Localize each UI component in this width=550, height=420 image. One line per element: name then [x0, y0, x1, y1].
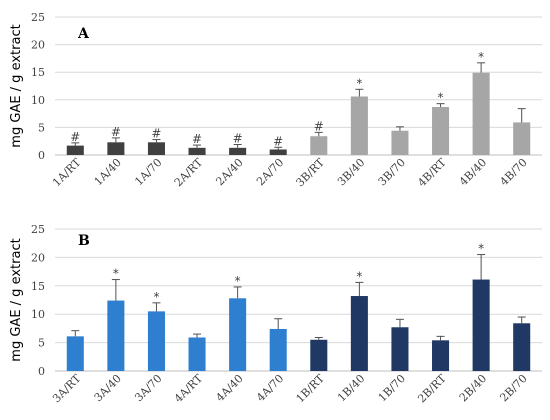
panel-a-bar — [432, 106, 450, 155]
panel-a-bar — [66, 145, 84, 155]
panel-a-bar — [513, 122, 531, 155]
panel-b-bar — [147, 311, 165, 371]
panel-a-xtick-label: 4B/RT — [415, 155, 449, 189]
panel-b-xtick-label: 1B/RT — [294, 371, 328, 405]
chart-panel-b: 0 5 10 15 20 25 mg GAE / g extract B 3A/RT * 3A/40… — [9, 223, 542, 405]
panel-b-y-axis-label: mg GAE / g extract — [9, 238, 24, 361]
panel-b-significance-marker: * — [153, 290, 159, 304]
panel-a-xtick-label: 2A/40 — [213, 156, 245, 188]
panel-b-xtick-label: 3A/70 — [132, 372, 164, 404]
panel-b-bar — [472, 279, 490, 371]
panel-a-xtick-label: 3B/70 — [376, 156, 408, 188]
panel-b-label: B — [78, 233, 90, 249]
panel-b-bar — [350, 296, 368, 371]
panel-a-bar — [472, 72, 490, 155]
panel-a-ytick-label: 25 — [31, 11, 45, 24]
panel-a-significance-marker: # — [314, 119, 324, 133]
panel-b-ytick-label: 15 — [31, 280, 45, 293]
panel-a-bar — [391, 130, 409, 155]
panel-a-significance-marker: * — [356, 76, 362, 90]
panel-b-xtick-label: 2B/40 — [457, 372, 489, 404]
panel-a-ytick-label: 10 — [31, 94, 45, 107]
chart-panel-a: 0 5 10 15 20 25 mg GAE / g extract A #1A/RT #1A/4… — [9, 11, 542, 189]
panel-a-bar — [147, 142, 165, 155]
panel-a-significance-marker: * — [438, 91, 444, 105]
panel-b-xtick-label: 2B/RT — [415, 371, 449, 405]
panel-b-ytick-label: 10 — [31, 308, 45, 321]
panel-a-xtick-label: 4B/40 — [457, 156, 489, 188]
panel-b-significance-marker: * — [478, 242, 484, 256]
panel-b-significance-marker: * — [113, 267, 119, 281]
panel-b-significance-marker: * — [235, 274, 241, 288]
panel-b-bar — [229, 298, 247, 371]
panel-b-bar — [391, 327, 409, 371]
panel-b-xtick-label: 2B/70 — [497, 372, 529, 404]
panel-a-xtick-label: 1A/40 — [92, 156, 124, 188]
panel-a-xtick-label: 3B/40 — [335, 156, 367, 188]
panel-a-bar — [188, 147, 206, 155]
panel-a-significance-marker: # — [233, 132, 243, 146]
panel-a-ytick-label: 15 — [31, 66, 45, 79]
panel-a-significance-marker: # — [111, 125, 121, 139]
panel-a-xtick-label: 2A/70 — [254, 156, 286, 188]
panel-b-bar — [513, 323, 531, 371]
panel-b-xtick-label: 1B/70 — [376, 372, 408, 404]
panel-b-ytick-label: 20 — [31, 251, 45, 264]
panel-a-xtick-label: 4B/70 — [497, 156, 529, 188]
panel-a-ytick-label: 0 — [38, 149, 45, 162]
panel-b-xtick-label: 4A/RT — [172, 371, 206, 405]
panel-a-bar — [107, 142, 125, 155]
panel-a-xtick-label: 2A/RT — [172, 155, 206, 189]
panel-b-bar — [188, 337, 206, 371]
panel-b-xtick-label: 1B/40 — [335, 372, 367, 404]
panel-a-xtick-label: 3B/RT — [294, 155, 328, 189]
panel-a-label: A — [77, 26, 90, 42]
panel-b-bar — [269, 328, 287, 371]
panel-a-significance-marker: # — [151, 127, 161, 141]
panel-b-ytick-label: 5 — [38, 337, 45, 350]
panel-b-xtick-label: 3A/RT — [50, 371, 84, 405]
panel-b-significance-marker: * — [356, 269, 362, 283]
panel-b-bar — [310, 339, 328, 371]
panel-a-significance-marker: * — [478, 50, 484, 64]
panel-a-bar — [269, 149, 287, 155]
panel-a-significance-marker: # — [70, 130, 80, 144]
panel-b-ytick-label: 25 — [31, 223, 45, 236]
panel-b-xtick-label: 3A/40 — [92, 372, 124, 404]
panel-a-ytick-label: 20 — [31, 39, 45, 52]
panel-b-bar — [432, 340, 450, 371]
panel-a-xtick-label: 1A/70 — [132, 156, 164, 188]
panel-b-bar — [107, 300, 125, 371]
panel-a-significance-marker: # — [192, 132, 202, 146]
panel-b-xtick-label: 4A/70 — [254, 372, 286, 404]
panel-b-xtick-label: 4A/40 — [213, 372, 245, 404]
panel-a-bar — [310, 136, 328, 155]
panel-a-xtick-label: 1A/RT — [50, 155, 84, 189]
panel-a-ytick-label: 5 — [38, 121, 45, 134]
panel-b-ytick-label: 0 — [38, 365, 45, 378]
panel-a-y-axis-label: mg GAE / g extract — [9, 24, 24, 147]
panel-b-bar — [66, 336, 84, 371]
panel-a-bar — [350, 96, 368, 155]
panel-a-bar — [229, 147, 247, 155]
panel-a-significance-marker: # — [273, 134, 283, 148]
